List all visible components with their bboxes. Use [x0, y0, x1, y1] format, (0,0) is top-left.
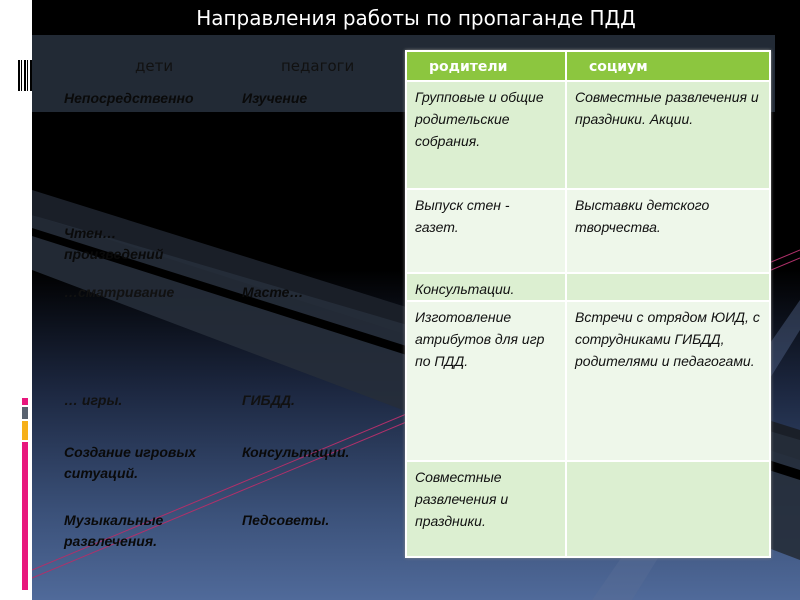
table-row: Консультации. [405, 272, 771, 302]
slide: Направления работы по пропаганде ПДД дет… [32, 0, 800, 600]
header-society: социум [565, 50, 771, 82]
teachers-cell: ГИБДД. [242, 392, 295, 408]
teachers-cell: Педсоветы. [242, 512, 330, 528]
table-row: Изготовление атрибутов для игр по ПДД. В… [405, 300, 771, 462]
table-cell: Выставки детского творчества. [565, 188, 771, 274]
children-cell: Непосредственно [64, 90, 194, 106]
teachers-cell: Консультации. [242, 444, 350, 460]
children-cell: …сматривание [64, 284, 175, 300]
table-cell: Совместные развлечения и праздники. [405, 460, 567, 558]
decor-bar [22, 442, 28, 590]
table-cell: Встречи с отрядом ЮИД, с сотрудниками ГИ… [565, 300, 771, 462]
decor-bar [22, 407, 28, 419]
decor-bar [22, 398, 28, 405]
slide-title: Направления работы по пропаганде ПДД [196, 6, 636, 30]
children-cell: … игры. [64, 392, 123, 408]
table-row: Групповые и общие родительские собрания.… [405, 80, 771, 190]
table-cell: Групповые и общие родительские собрания. [405, 80, 567, 190]
children-cell: Музыкальные развлечения. [64, 512, 164, 549]
table-cell: Консультации. [405, 272, 567, 302]
children-cell: Создание игровых ситуаций. [64, 444, 197, 481]
table-cell [565, 272, 771, 302]
table-cell: Изготовление атрибутов для игр по ПДД. [405, 300, 567, 462]
table-row: Выпуск стен - газет. Выставки детского т… [405, 188, 771, 274]
table-cell: Совместные развлечения и праздники. Акци… [565, 80, 771, 190]
column-header-children: дети [135, 57, 174, 75]
table-cell: Выпуск стен - газет. [405, 188, 567, 274]
teachers-cell: Масте… [242, 284, 304, 300]
column-header-teachers: педагоги [281, 57, 355, 75]
teachers-cell: Изучение [242, 90, 308, 106]
table-cell [565, 460, 771, 558]
header-parents: родители [405, 50, 567, 82]
table-row: Совместные развлечения и праздники. [405, 460, 771, 558]
children-cell: Чтен… произведений [64, 225, 164, 262]
decor-bar [22, 421, 28, 440]
parents-society-table: родители социум Групповые и общие родите… [405, 50, 771, 558]
